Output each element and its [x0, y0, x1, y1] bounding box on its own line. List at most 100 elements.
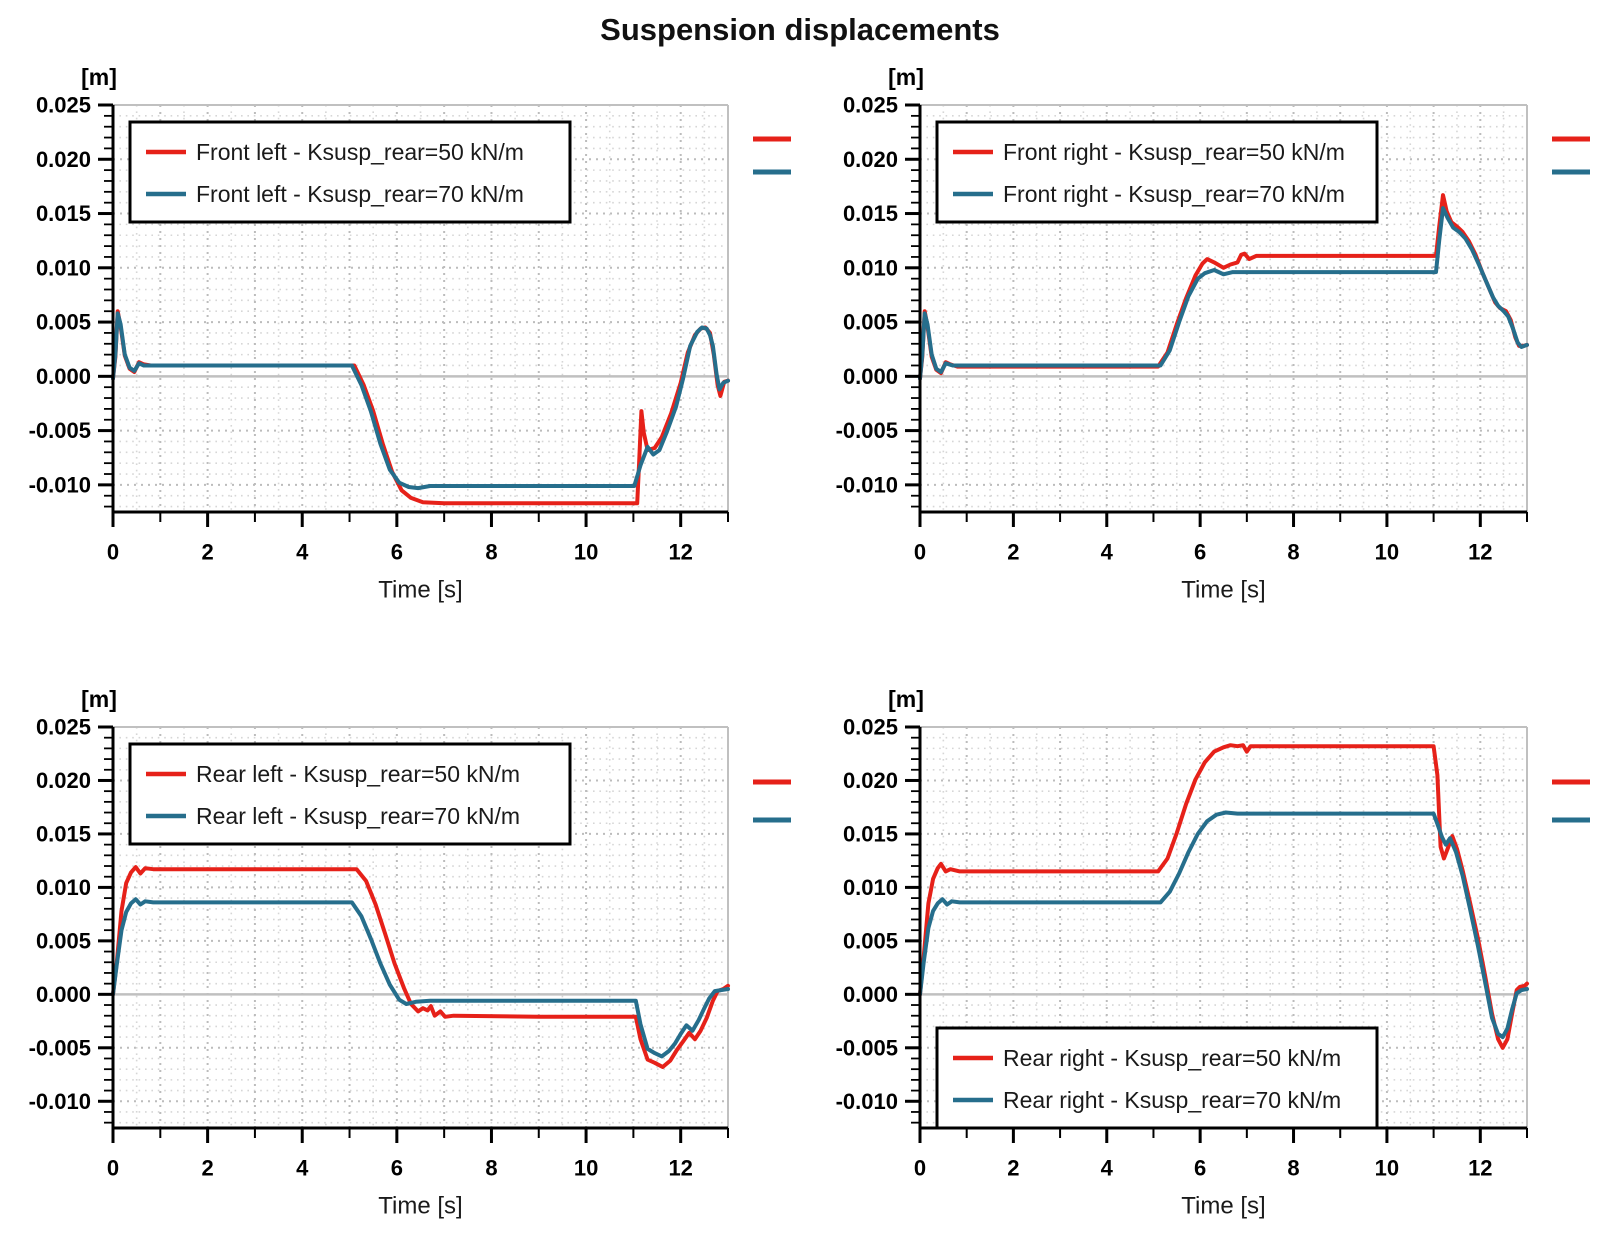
y-tick-label: -0.005 — [836, 418, 898, 443]
x-tick-label: 12 — [668, 1156, 692, 1181]
legend: Rear left - Ksusp_rear=50 kN/m Rear left … — [128, 742, 572, 846]
x-tick-label: 0 — [914, 1156, 926, 1181]
x-axis-title: Time [s] — [378, 577, 462, 604]
y-tick-label: 0.005 — [843, 928, 898, 953]
axes: -0.010 -0.005 0.000 0.005 0.010 0.015 0.020 0.0… — [836, 93, 1528, 565]
legend-label-1: Front right - Ksusp_rear=70 kN/m — [1003, 181, 1345, 207]
x-tick-label: 4 — [296, 1156, 309, 1181]
edge-legend-swatches — [753, 136, 791, 175]
y-tick-label: 0.020 — [843, 147, 898, 172]
x-tick-label: 12 — [1468, 1156, 1492, 1181]
x-tick-label: 4 — [296, 540, 309, 565]
x-tick-label: 10 — [1375, 540, 1399, 565]
y-tick-label: 0.025 — [843, 93, 898, 118]
y-tick-label: -0.010 — [29, 472, 91, 497]
legend: Front right - Ksusp_rear=50 kN/m Front ri… — [935, 120, 1379, 224]
x-tick-label: 12 — [668, 540, 692, 565]
legend-label-1: Rear left - Ksusp_rear=70 kN/m — [196, 803, 520, 829]
y-tick-label: 0.015 — [843, 201, 898, 226]
y-tick-label: 0.025 — [36, 715, 91, 740]
y-tick-label: 0.000 — [843, 364, 898, 389]
legend: Rear right - Ksusp_rear=50 kN/m Rear righ… — [935, 1026, 1379, 1130]
series-line-0 — [111, 865, 730, 1069]
x-tick-label: 6 — [1194, 1156, 1206, 1181]
x-tick-label: 8 — [485, 540, 497, 565]
legend-label-0: Rear right - Ksusp_rear=50 kN/m — [1003, 1045, 1341, 1071]
legend-label-1: Rear right - Ksusp_rear=70 kN/m — [1003, 1087, 1341, 1113]
axes: -0.010 -0.005 0.000 0.005 0.010 0.015 0.020 0.0… — [836, 715, 1528, 1181]
x-tick-label: 10 — [1375, 1156, 1399, 1181]
x-tick-label: 8 — [1287, 1156, 1299, 1181]
y-tick-label: 0.015 — [36, 201, 91, 226]
y-tick-label: 0.005 — [36, 928, 91, 953]
y-tick-label: 0.010 — [36, 875, 91, 900]
y-tick-label: 0.010 — [843, 255, 898, 280]
x-axis-title: Time [s] — [378, 1193, 462, 1220]
x-axis-title: Time [s] — [1181, 577, 1265, 604]
x-tick-label: 8 — [1287, 540, 1299, 565]
series-line-1 — [918, 810, 1529, 1040]
edge-legend-swatches — [753, 779, 791, 823]
y-tick-label: 0.005 — [36, 310, 91, 335]
x-tick-label: 4 — [1101, 540, 1114, 565]
y-tick-label: 0.025 — [843, 715, 898, 740]
y-tick-label: -0.010 — [836, 1089, 898, 1114]
x-tick-label: 2 — [201, 1156, 213, 1181]
x-tick-label: 0 — [107, 1156, 119, 1181]
y-tick-label: 0.010 — [36, 255, 91, 280]
edge-legend-swatches — [1552, 136, 1590, 175]
legend-label-0: Rear left - Ksusp_rear=50 kN/m — [196, 761, 520, 787]
y-tick-label: 0.005 — [843, 310, 898, 335]
x-tick-label: 10 — [574, 540, 598, 565]
legend-label-0: Front left - Ksusp_rear=50 kN/m — [196, 139, 524, 165]
panel-rear-right: -0.010 -0.005 0.000 0.005 0.010 0.015 0.020 0.0… — [836, 686, 1590, 1220]
y-tick-label: 0.015 — [36, 821, 91, 846]
legend-label-0: Front right - Ksusp_rear=50 kN/m — [1003, 139, 1345, 165]
x-tick-label: 2 — [1007, 1156, 1019, 1181]
x-tick-label: 2 — [201, 540, 213, 565]
series-line-1 — [111, 897, 730, 1059]
axes: -0.010 -0.005 0.000 0.005 0.010 0.015 0.020 0.0… — [29, 93, 729, 565]
y-tick-label: 0.000 — [843, 982, 898, 1007]
panel-front-left: -0.010 -0.005 0.000 0.005 0.010 0.015 0.020 0.0… — [29, 64, 791, 604]
x-tick-label: 8 — [485, 1156, 497, 1181]
y-tick-label: 0.000 — [36, 982, 91, 1007]
y-axis-unit-label: [m] — [81, 64, 117, 90]
panel-front-right: -0.010 -0.005 0.000 0.005 0.010 0.015 0.020 0.0… — [836, 64, 1590, 604]
x-tick-label: 12 — [1468, 540, 1492, 565]
x-axis-title: Time [s] — [1181, 1193, 1265, 1220]
x-tick-label: 4 — [1101, 1156, 1114, 1181]
x-tick-label: 10 — [574, 1156, 598, 1181]
x-tick-label: 2 — [1007, 540, 1019, 565]
y-tick-label: 0.015 — [843, 821, 898, 846]
y-axis-unit-label: [m] — [888, 686, 924, 712]
y-tick-label: -0.005 — [29, 418, 91, 443]
series-line-1 — [918, 206, 1529, 381]
y-tick-label: -0.010 — [836, 472, 898, 497]
legend: Front left - Ksusp_rear=50 kN/m Front lef… — [128, 120, 572, 224]
y-axis-unit-label: [m] — [888, 64, 924, 90]
grid — [920, 105, 1527, 512]
y-tick-label: 0.020 — [36, 768, 91, 793]
figure-title: Suspension displacements — [600, 12, 1000, 47]
x-tick-label: 6 — [391, 1156, 403, 1181]
x-tick-label: 6 — [391, 540, 403, 565]
y-tick-label: 0.010 — [843, 875, 898, 900]
y-tick-label: -0.005 — [29, 1035, 91, 1060]
y-tick-label: 0.020 — [843, 768, 898, 793]
x-tick-label: 6 — [1194, 540, 1206, 565]
y-axis-unit-label: [m] — [81, 686, 117, 712]
y-tick-label: -0.005 — [836, 1035, 898, 1060]
series-line-1 — [111, 311, 730, 491]
y-tick-label: 0.020 — [36, 147, 91, 172]
y-tick-label: -0.010 — [29, 1089, 91, 1114]
edge-legend-swatches — [1552, 779, 1590, 823]
axes: -0.010 -0.005 0.000 0.005 0.010 0.015 0.020 0.0… — [29, 715, 729, 1181]
x-tick-label: 0 — [914, 540, 926, 565]
panel-rear-left: -0.010 -0.005 0.000 0.005 0.010 0.015 0.020 0.0… — [29, 686, 791, 1220]
y-tick-label: 0.000 — [36, 364, 91, 389]
x-tick-label: 0 — [107, 540, 119, 565]
y-tick-label: 0.025 — [36, 93, 91, 118]
legend-label-1: Front left - Ksusp_rear=70 kN/m — [196, 181, 524, 207]
